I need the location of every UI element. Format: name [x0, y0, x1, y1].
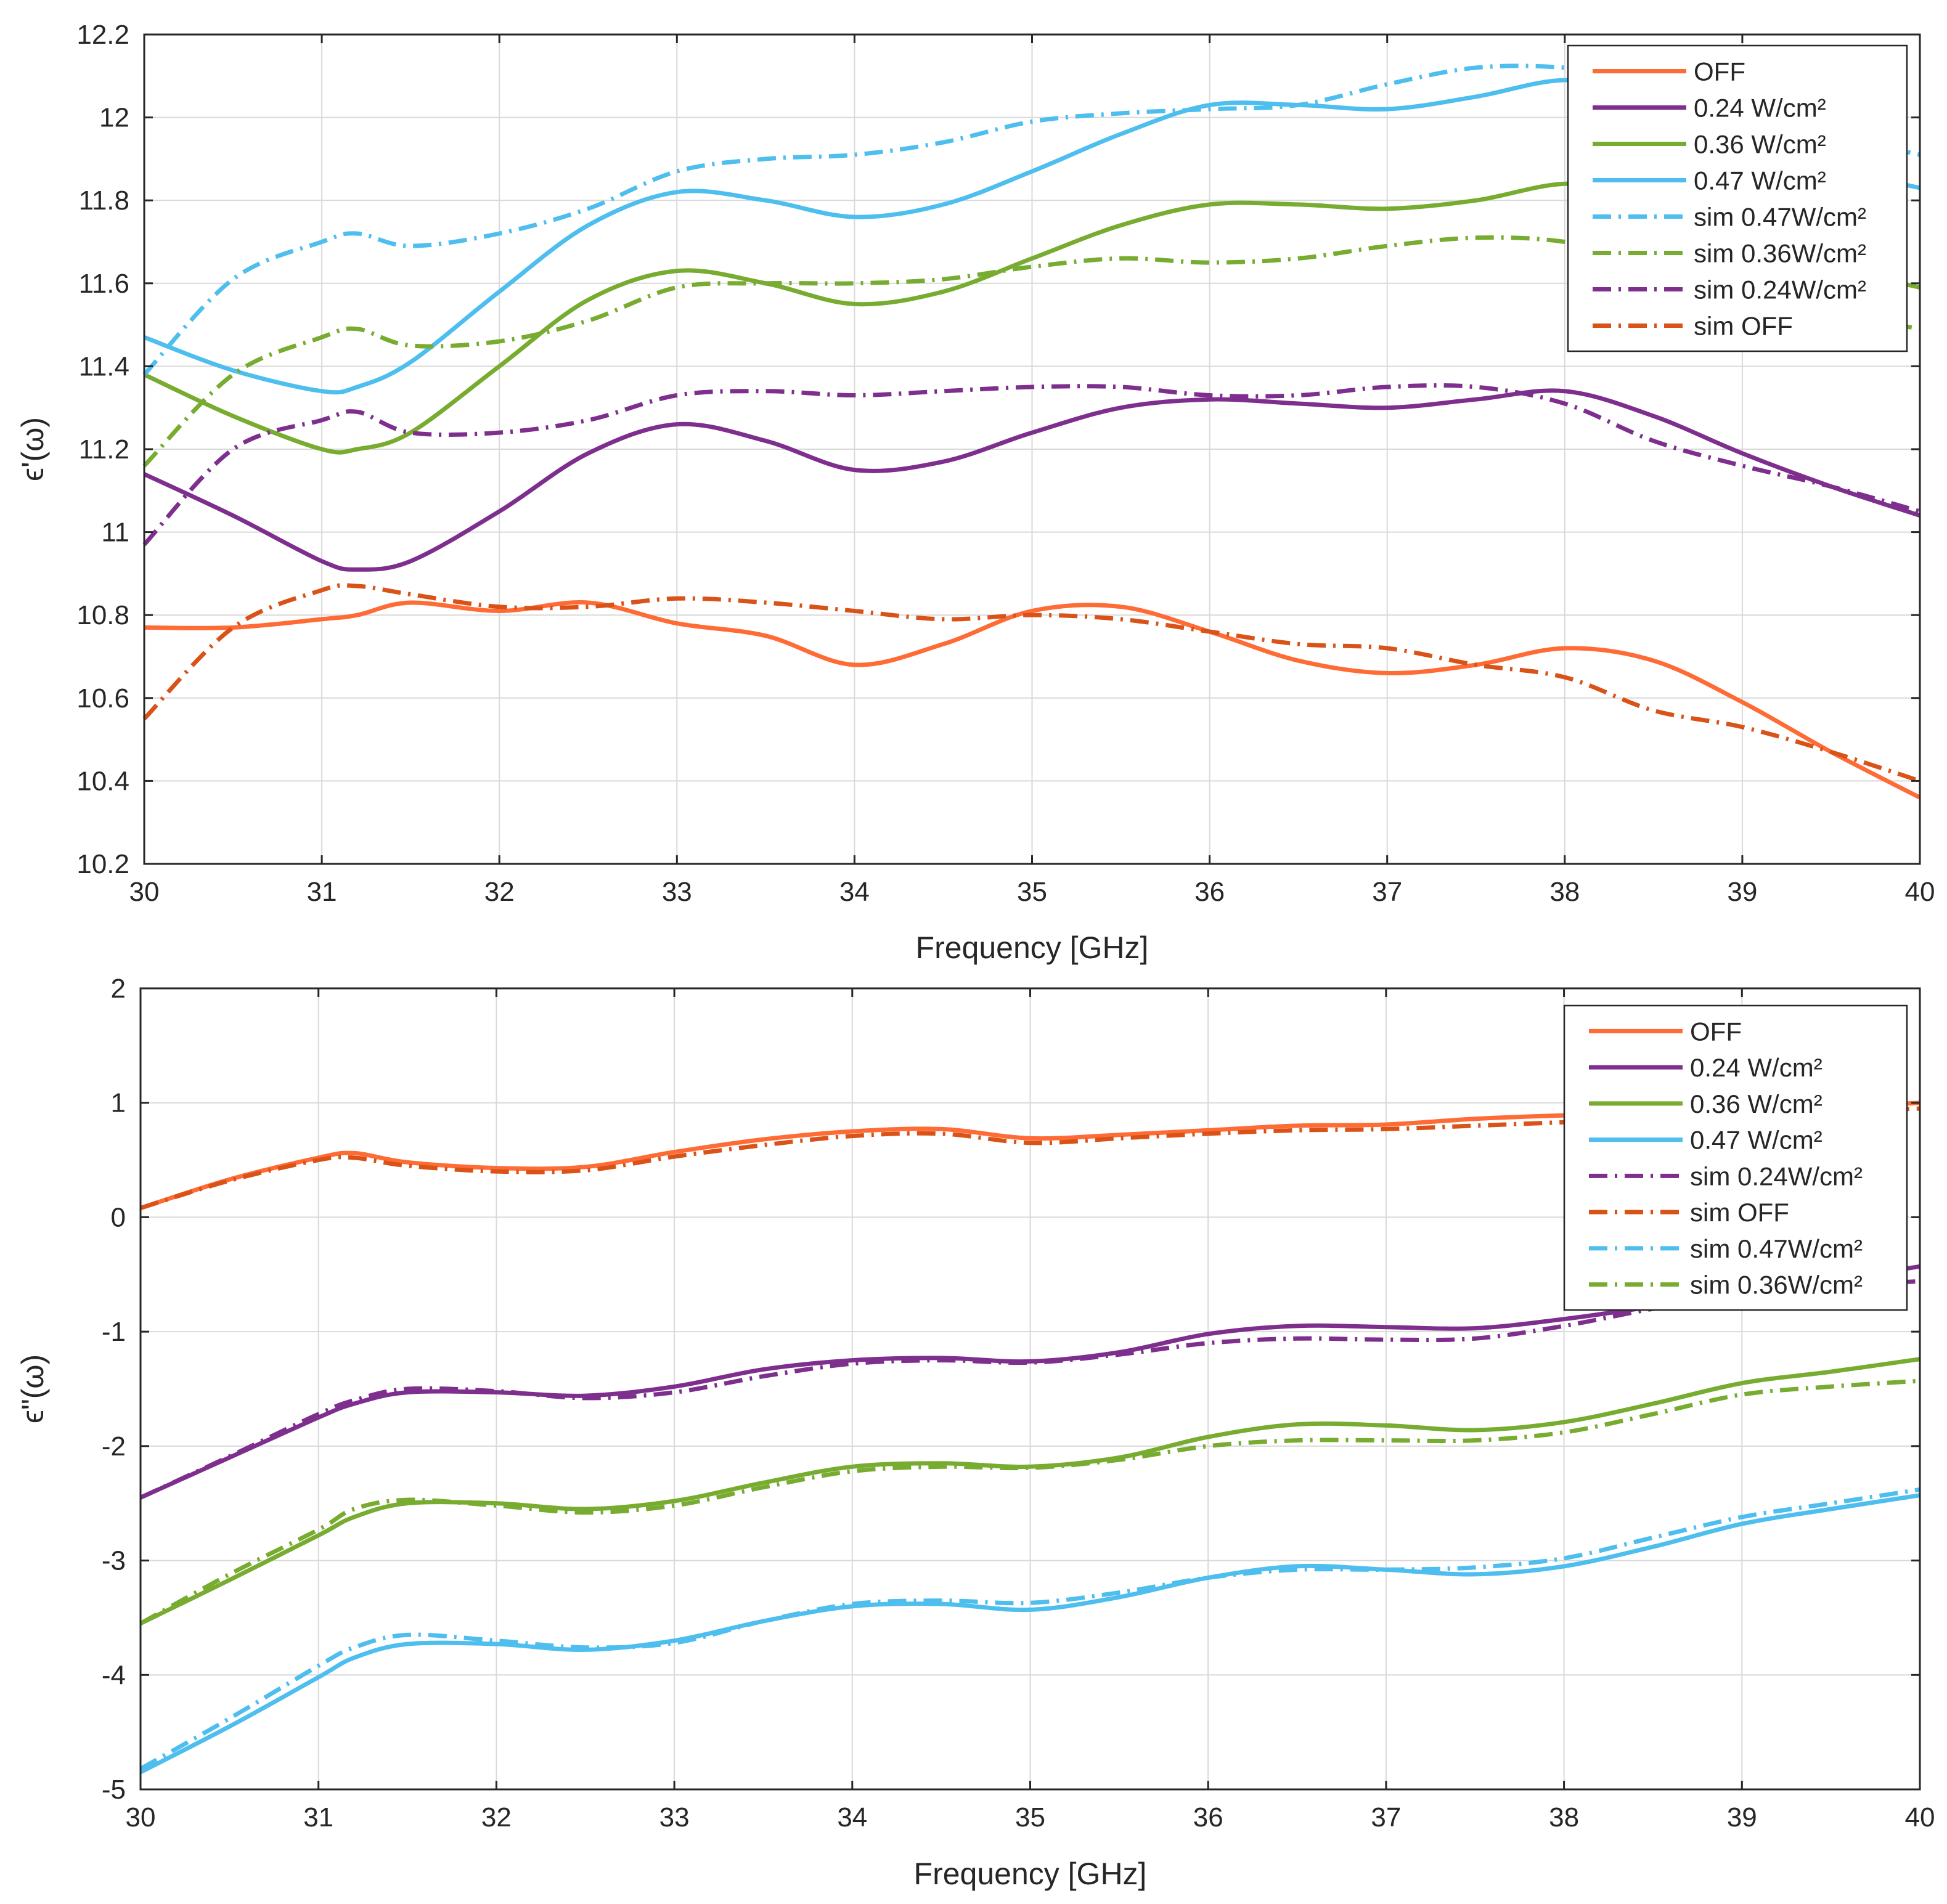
chart-real-x-tick-label: 38 — [1549, 877, 1580, 907]
chart-real-y-tick-label: 10.2 — [76, 849, 129, 879]
chart-imag-y-tick-label: -2 — [102, 1431, 126, 1462]
chart-imag-x-tick-label: 33 — [659, 1802, 690, 1833]
chart-imag-series-line-4 — [139, 1279, 1920, 1500]
chart-real-legend-label-4: sim 0.47W/cm² — [1694, 203, 1866, 232]
chart-imag-series — [139, 1100, 1920, 1775]
chart-real-y-tick-label: 10.4 — [76, 766, 129, 796]
chart-imag-y-tick-label: -5 — [102, 1775, 126, 1805]
chart-imag-y-tick-label: 2 — [111, 974, 126, 1004]
chart-imag-x-tick-label: 38 — [1549, 1802, 1579, 1833]
chart-real-x-tick-label: 31 — [307, 877, 337, 907]
chart-imag-legend-label-6: sim 0.47W/cm² — [1690, 1234, 1863, 1263]
chart-real-legend-label-6: sim 0.24W/cm² — [1694, 275, 1866, 304]
chart-imag-legend-label-1: 0.24 W/cm² — [1690, 1053, 1823, 1082]
chart-imag-x-axis-label: Frequency [GHz] — [914, 1857, 1147, 1891]
chart-imag-legend: OFF 0.24 W/cm² 0.36 W/cm² 0.47 W/cm² sim 0.2… — [1563, 1004, 1908, 1311]
chart-imag-y-tick-label: -4 — [102, 1660, 126, 1690]
chart-imag-series-line-7 — [139, 1378, 1920, 1625]
chart-real-y-tick-label: 12.2 — [76, 20, 129, 50]
chart-real-series-line-1 — [143, 388, 1921, 572]
chart-real-legend-label-5: sim 0.36W/cm² — [1694, 239, 1866, 268]
chart-imag-x-tick-label: 35 — [1015, 1802, 1045, 1833]
chart-imag-y-axis-label: ϵ"(ω) — [15, 1354, 50, 1423]
chart-real-legend-label-3: 0.47 W/cm² — [1694, 166, 1826, 195]
chart-imag-permittivity: 30 31 32 33 34 35 36 37 38 39 40 -5 -4 -3 -2 -1 0 1 2 Freq… — [15, 974, 1935, 1891]
chart-real-x-tick-label: 34 — [839, 877, 870, 907]
chart-real-y-tick-label: 11.2 — [79, 434, 129, 465]
chart-imag-ticks: 30 31 32 33 34 35 36 37 38 39 40 -5 -4 -3 -2 -1 0 1 2 — [102, 974, 1935, 1833]
chart-imag-legend-box — [1563, 1004, 1908, 1311]
chart-real-y-tick-label: 11.8 — [79, 185, 129, 216]
chart-imag-legend-label-0: OFF — [1690, 1017, 1742, 1046]
chart-imag-x-tick-label: 40 — [1905, 1802, 1935, 1833]
chart-real-y-tick-label: 11.6 — [79, 269, 129, 299]
chart-imag-x-tick-label: 36 — [1193, 1802, 1223, 1833]
chart-imag-y-tick-label: 0 — [111, 1202, 126, 1232]
chart-real-x-tick-label: 33 — [662, 877, 692, 907]
chart-real-x-axis-label: Frequency [GHz] — [916, 930, 1149, 965]
chart-real-x-tick-label: 32 — [484, 877, 515, 907]
chart-imag-legend-label-4: sim 0.24W/cm² — [1690, 1162, 1863, 1190]
chart-imag-x-tick-label: 32 — [481, 1802, 512, 1833]
chart-real-legend-label-1: 0.24 W/cm² — [1694, 94, 1826, 123]
chart-real-legend-box — [1567, 44, 1908, 352]
chart-real-ticks: 30 31 32 33 34 35 36 37 38 39 40 10.2 10.4 10.6 10.8 11… — [76, 20, 1935, 907]
chart-real-y-axis-label: ϵ'(ω) — [15, 417, 50, 481]
chart-real-y-tick-label: 10.8 — [76, 600, 129, 630]
chart-imag-x-tick-label: 31 — [303, 1802, 333, 1833]
chart-real-y-tick-label: 11 — [101, 518, 129, 548]
chart-imag-x-tick-label: 39 — [1727, 1802, 1757, 1833]
chart-real-y-tick-label: 10.6 — [76, 683, 129, 714]
chart-imag-x-tick-label: 30 — [126, 1802, 156, 1833]
chart-imag-legend-label-3: 0.47 W/cm² — [1690, 1126, 1823, 1155]
chart-imag-x-tick-label: 37 — [1371, 1802, 1401, 1833]
chart-imag-y-tick-label: 1 — [111, 1088, 126, 1118]
chart-real-x-tick-label: 36 — [1194, 877, 1225, 907]
chart-imag-legend-label-5: sim OFF — [1690, 1198, 1789, 1227]
chart-real-series-line-6 — [142, 383, 1920, 547]
chart-real-x-tick-label: 30 — [129, 877, 160, 907]
chart-real-permittivity: 30 31 32 33 34 35 36 37 38 39 40 10.2 10.4 10.6 10.8 11… — [15, 20, 1935, 965]
chart-imag-x-tick-label: 34 — [837, 1802, 867, 1833]
chart-real-x-tick-label: 35 — [1017, 877, 1047, 907]
chart-imag-series-line-3 — [139, 1493, 1920, 1775]
chart-imag-y-tick-label: -1 — [102, 1317, 126, 1347]
chart-real-legend: OFF 0.24 W/cm² 0.36 W/cm² 0.47 W/cm² sim 0.4… — [1567, 44, 1908, 352]
chart-real-y-tick-label: 11.4 — [79, 351, 129, 381]
chart-real-legend-label-7: sim OFF — [1694, 312, 1793, 341]
chart-imag-series-line-6 — [139, 1487, 1920, 1771]
chart-real-y-tick-label: 12 — [99, 103, 129, 133]
chart-real-x-tick-label: 37 — [1372, 877, 1402, 907]
chart-imag-y-tick-label: -3 — [102, 1546, 126, 1576]
chart-real-legend-label-0: OFF — [1694, 57, 1745, 86]
chart-real-legend-label-2: 0.36 W/cm² — [1694, 130, 1826, 159]
chart-real-x-tick-label: 39 — [1727, 877, 1757, 907]
chart-imag-legend-label-7: sim 0.36W/cm² — [1690, 1271, 1863, 1300]
chart-imag-legend-label-2: 0.36 W/cm² — [1690, 1089, 1823, 1118]
chart-real-x-tick-label: 40 — [1905, 877, 1935, 907]
chart-real-series-line-7 — [142, 583, 1921, 783]
